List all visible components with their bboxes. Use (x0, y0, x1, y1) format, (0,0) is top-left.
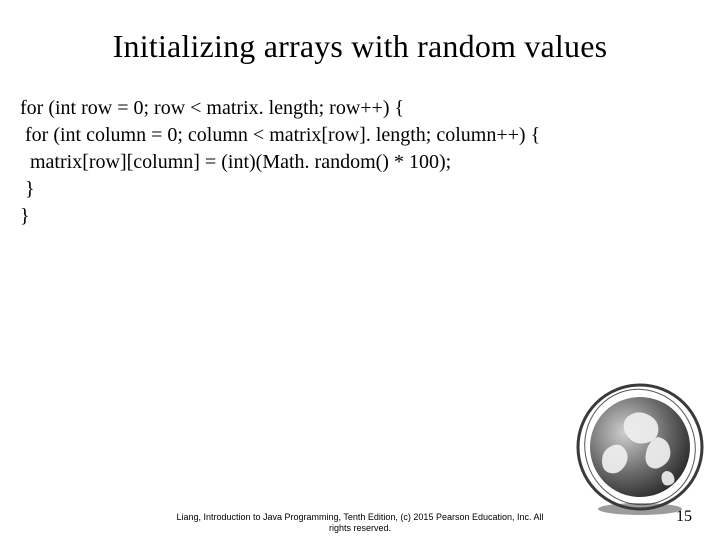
page-number: 15 (676, 508, 692, 526)
code-line-3: } (20, 176, 700, 203)
code-line-4: } (20, 203, 700, 230)
code-line-2: matrix[row][column] = (int)(Math. random… (20, 149, 700, 176)
code-line-0: for (int row = 0; row < matrix. length; … (20, 95, 700, 122)
code-block: for (int row = 0; row < matrix. length; … (0, 95, 720, 230)
slide-container: Initializing arrays with random values f… (0, 0, 720, 540)
globe-icon (570, 375, 710, 515)
footer-line-1: Liang, Introduction to Java Programming,… (0, 512, 720, 523)
footer-copyright: Liang, Introduction to Java Programming,… (0, 512, 720, 534)
footer-line-2: rights reserved. (0, 523, 720, 534)
slide-title: Initializing arrays with random values (0, 0, 720, 95)
code-line-1: for (int column = 0; column < matrix[row… (20, 122, 700, 149)
